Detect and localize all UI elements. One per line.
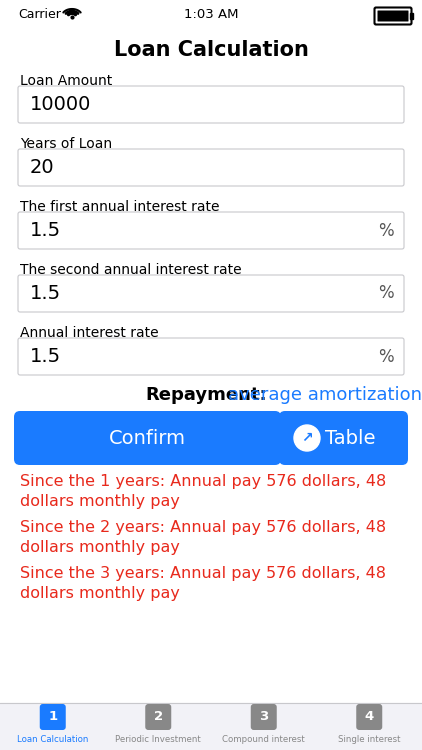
FancyBboxPatch shape — [18, 338, 404, 375]
Text: Carrier: Carrier — [18, 8, 61, 22]
FancyBboxPatch shape — [378, 10, 408, 22]
FancyBboxPatch shape — [145, 704, 171, 730]
FancyBboxPatch shape — [18, 275, 404, 312]
Text: Periodic Investment: Periodic Investment — [115, 736, 201, 745]
Text: %: % — [379, 221, 394, 239]
Text: Annual interest rate: Annual interest rate — [20, 326, 159, 340]
Text: %: % — [379, 284, 394, 302]
Text: Loan Amount: Loan Amount — [20, 74, 112, 88]
FancyBboxPatch shape — [18, 212, 404, 249]
Text: ~: ~ — [68, 10, 76, 20]
Text: 1.5: 1.5 — [30, 221, 61, 240]
Text: Since the 2 years: Annual pay 576 dollars, 48
dollars monthly pay: Since the 2 years: Annual pay 576 dollar… — [20, 520, 386, 556]
Text: Loan Calculation: Loan Calculation — [114, 40, 308, 60]
Text: Years of Loan: Years of Loan — [20, 137, 112, 151]
Text: average amortization: average amortization — [228, 386, 422, 404]
Text: 1.5: 1.5 — [30, 284, 61, 303]
FancyBboxPatch shape — [251, 704, 277, 730]
Text: ↗: ↗ — [301, 431, 313, 445]
FancyBboxPatch shape — [279, 411, 408, 465]
Text: 3: 3 — [259, 710, 268, 724]
Text: 20: 20 — [30, 158, 54, 177]
Text: Table: Table — [325, 428, 376, 448]
Text: Repayment:: Repayment: — [145, 386, 267, 404]
FancyBboxPatch shape — [374, 8, 411, 25]
Text: Since the 1 years: Annual pay 576 dollars, 48
dollars monthly pay: Since the 1 years: Annual pay 576 dollar… — [20, 474, 386, 509]
Text: 4: 4 — [365, 710, 374, 724]
Text: 1.5: 1.5 — [30, 347, 61, 366]
Text: %: % — [379, 347, 394, 365]
Text: The second annual interest rate: The second annual interest rate — [20, 263, 242, 277]
Bar — [410, 13, 413, 19]
FancyBboxPatch shape — [18, 86, 404, 123]
Text: 10000: 10000 — [30, 95, 92, 114]
Text: Single interest: Single interest — [338, 736, 400, 745]
Circle shape — [294, 425, 320, 451]
Text: 1: 1 — [48, 710, 57, 724]
Text: Compound interest: Compound interest — [222, 736, 305, 745]
FancyBboxPatch shape — [18, 149, 404, 186]
Text: 2: 2 — [154, 710, 163, 724]
Bar — [0, 703, 422, 750]
Text: Loan Calculation: Loan Calculation — [17, 736, 89, 745]
Text: Since the 3 years: Annual pay 576 dollars, 48
dollars monthly pay: Since the 3 years: Annual pay 576 dollar… — [20, 566, 386, 602]
FancyBboxPatch shape — [40, 704, 66, 730]
Text: Confirm: Confirm — [109, 428, 186, 448]
Text: 1:03 AM: 1:03 AM — [184, 8, 238, 22]
FancyBboxPatch shape — [14, 411, 281, 465]
Text: The first annual interest rate: The first annual interest rate — [20, 200, 219, 214]
FancyBboxPatch shape — [356, 704, 382, 730]
